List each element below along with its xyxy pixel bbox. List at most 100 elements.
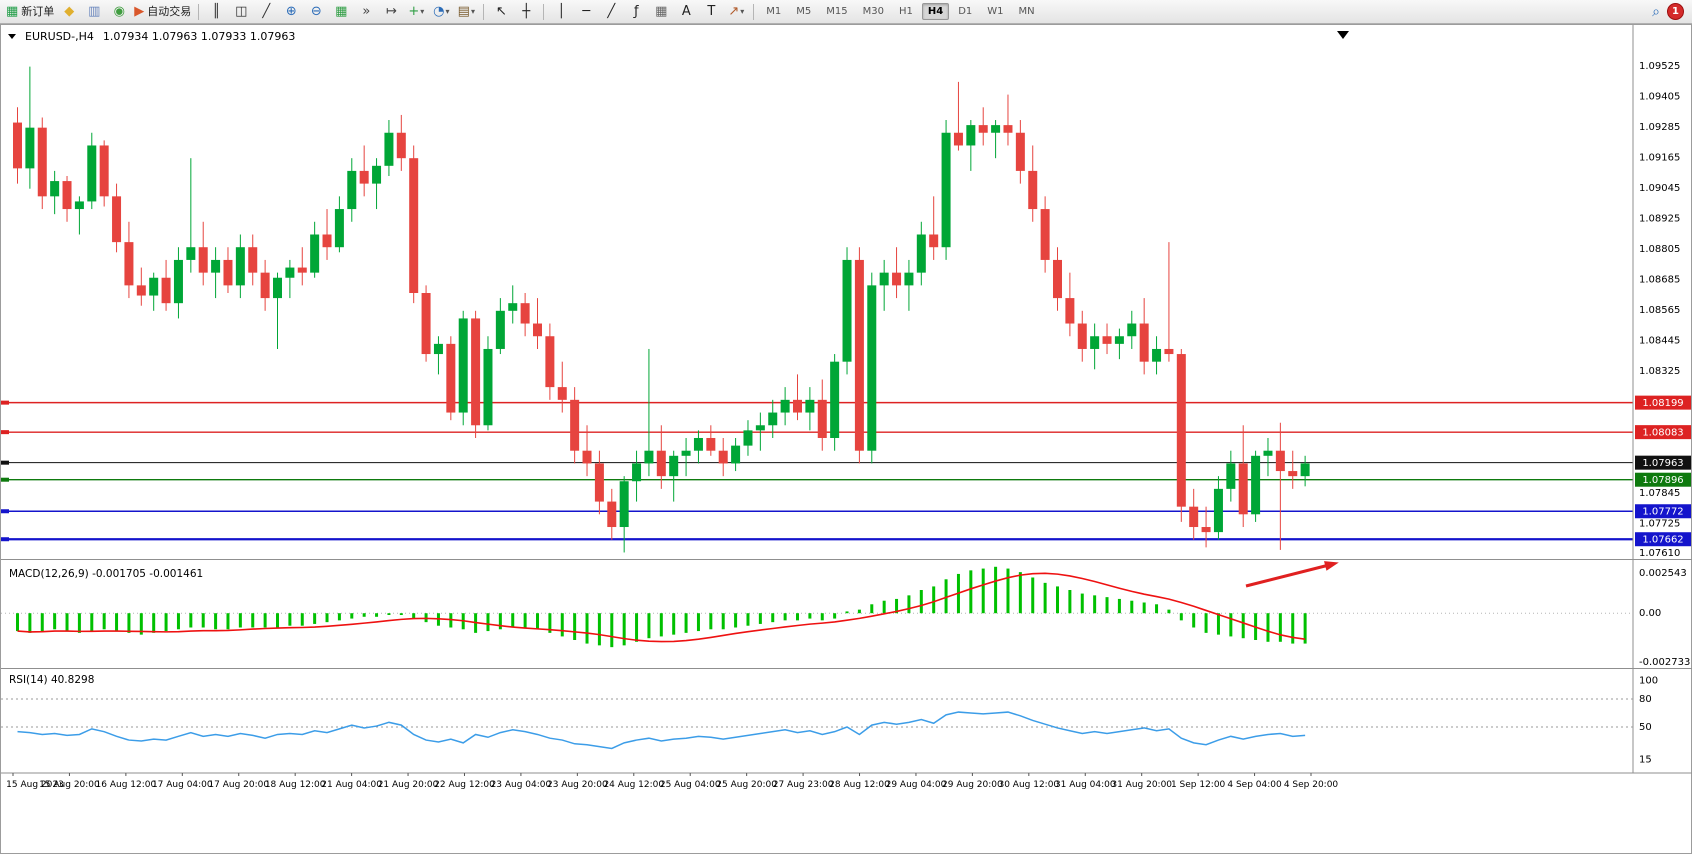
- crosshair-button[interactable]: ┼: [514, 2, 538, 22]
- macd-histogram-bar: [696, 613, 700, 632]
- macd-histogram-bar: [1130, 600, 1134, 614]
- zoom-in-button[interactable]: ⊕: [279, 2, 303, 22]
- metaquotes-community-button[interactable]: ◉: [107, 2, 131, 22]
- macd-histogram-bar: [919, 590, 923, 614]
- macd-histogram-bar: [833, 613, 837, 619]
- bid-price-axis-label: [1635, 455, 1691, 470]
- zoom-in-icon: ⊕: [285, 3, 297, 19]
- tile-windows-button[interactable]: ▦: [329, 2, 353, 22]
- auto-scroll-button[interactable]: »: [354, 2, 378, 22]
- time-axis-label: 1 Sep 12:00: [1171, 780, 1226, 790]
- price-tick-label: 1.09405: [1639, 91, 1680, 102]
- timeframe-m1[interactable]: M1: [766, 6, 782, 17]
- timeframe-mn[interactable]: MN: [1018, 6, 1035, 17]
- time-axis-label: 4 Sep 20:00: [1284, 780, 1339, 790]
- text-button[interactable]: A: [674, 2, 698, 22]
- bar-chart-button[interactable]: ║: [204, 2, 228, 22]
- vertical-line-button[interactable]: │: [549, 2, 573, 22]
- shapes-button[interactable]: ▦: [649, 2, 673, 22]
- toolbar-separator: [753, 3, 755, 20]
- horizontal-line-button[interactable]: ─: [574, 2, 598, 22]
- candle: [297, 267, 307, 273]
- new-order-button[interactable]: ▦ 新订单: [4, 2, 56, 22]
- candle: [211, 259, 221, 273]
- chart-canvas[interactable]: 1.09525 1.09405 1.09285 1.09165 1.09045 1.089…: [1, 25, 1692, 854]
- candle: [1288, 471, 1298, 477]
- time-axis-label: 4 Sep 04:00: [1227, 780, 1282, 790]
- time-axis-label: 27 Aug 23:00: [773, 780, 834, 790]
- time-axis-label: 21 Aug 20:00: [378, 780, 439, 790]
- macd-histogram-bar: [214, 613, 218, 630]
- templates-button[interactable]: ▤ ▾: [454, 2, 478, 22]
- price-axis[interactable]: 1.09525 1.09405 1.09285 1.09165 1.09045 1.089…: [1, 25, 1692, 774]
- macd-histogram-bar: [486, 613, 490, 632]
- chevron-down-icon: ▾: [445, 6, 450, 16]
- fibonacci-button[interactable]: ƒ: [624, 2, 648, 22]
- timeframe-h1[interactable]: H1: [899, 6, 913, 17]
- arrows-button[interactable]: ↗ ▾: [724, 2, 748, 22]
- candle: [817, 399, 827, 438]
- indicators-button[interactable]: + ▾: [404, 2, 428, 22]
- candle: [805, 399, 815, 413]
- candle: [248, 247, 258, 273]
- macd-histogram-bar: [573, 613, 577, 640]
- chart-shift-button[interactable]: ↦: [379, 2, 403, 22]
- candle: [904, 272, 914, 286]
- candle: [260, 272, 270, 299]
- candle: [458, 318, 468, 413]
- timeframe-m15[interactable]: M15: [826, 6, 848, 17]
- macd-histogram-bar: [1278, 613, 1282, 642]
- autotrading-button-label: 自动交易: [147, 4, 192, 18]
- candle: [1077, 323, 1087, 349]
- line-chart-icon: ╱: [262, 3, 271, 19]
- macd-indicator-label: MACD(12,26,9) -0.001705 -0.001461: [9, 568, 203, 580]
- price-levels-layer: [1, 400, 1633, 542]
- notification-badge[interactable]: 1: [1667, 3, 1684, 20]
- profiles-button[interactable]: ▥: [82, 2, 106, 22]
- macd-histogram-bar: [238, 613, 242, 628]
- price-tick-label: 1.08325: [1639, 366, 1680, 377]
- macd-histogram-bar: [523, 613, 527, 628]
- candle: [533, 323, 542, 337]
- macd-histogram-bar: [90, 613, 94, 632]
- macd-histogram-bar: [28, 613, 32, 633]
- cursor-icon: ↖: [495, 3, 507, 19]
- macd-histogram-bar: [152, 613, 156, 633]
- macd-histogram-bar: [1266, 613, 1270, 642]
- trend-arrow[interactable]: [1245, 562, 1334, 588]
- candle: [706, 437, 716, 451]
- metaeditor-button[interactable]: ◆: [57, 2, 81, 22]
- zoom-out-button[interactable]: ⊖: [304, 2, 328, 22]
- periods-button[interactable]: ◔ ▾: [429, 2, 453, 22]
- timeframe-m5[interactable]: M5: [796, 6, 812, 17]
- search-icon[interactable]: ⌕: [1652, 3, 1660, 20]
- macd-histogram-bar: [994, 566, 998, 614]
- toolbar-right-group: ⌕ 1: [1652, 3, 1688, 20]
- trendline-button[interactable]: ╱: [599, 2, 623, 22]
- chart-shift-marker[interactable]: [1337, 31, 1349, 39]
- macd-histogram-bar: [1117, 598, 1121, 614]
- macd-histogram-bar: [1142, 602, 1146, 614]
- cursor-button[interactable]: ↖: [489, 2, 513, 22]
- line-chart-button[interactable]: ╱: [254, 2, 278, 22]
- timeframe-w1[interactable]: W1: [987, 6, 1004, 17]
- candle: [929, 234, 939, 248]
- candle: [235, 247, 245, 286]
- timeframe-h4[interactable]: H4: [921, 3, 950, 20]
- macd-histogram-bar: [721, 613, 725, 630]
- candle: [1226, 463, 1236, 489]
- autotrading-button[interactable]: ▶ 自动交易: [132, 2, 193, 22]
- time-axis-label: 25 Aug 04:00: [660, 780, 721, 790]
- text-label-button[interactable]: T: [699, 2, 723, 22]
- macd-histogram-bar: [536, 613, 539, 630]
- candle: [409, 158, 419, 293]
- candlestick-chart-button[interactable]: ◫: [229, 2, 253, 22]
- candle: [632, 463, 642, 482]
- chart-symbol-label: EURUSD-,H4: [25, 30, 94, 43]
- candle: [693, 437, 703, 451]
- chart-collapse-icon[interactable]: [8, 34, 16, 39]
- toolbar-separator: [198, 3, 200, 20]
- timeframe-d1[interactable]: D1: [958, 6, 973, 17]
- timeframe-m30[interactable]: M30: [862, 6, 885, 17]
